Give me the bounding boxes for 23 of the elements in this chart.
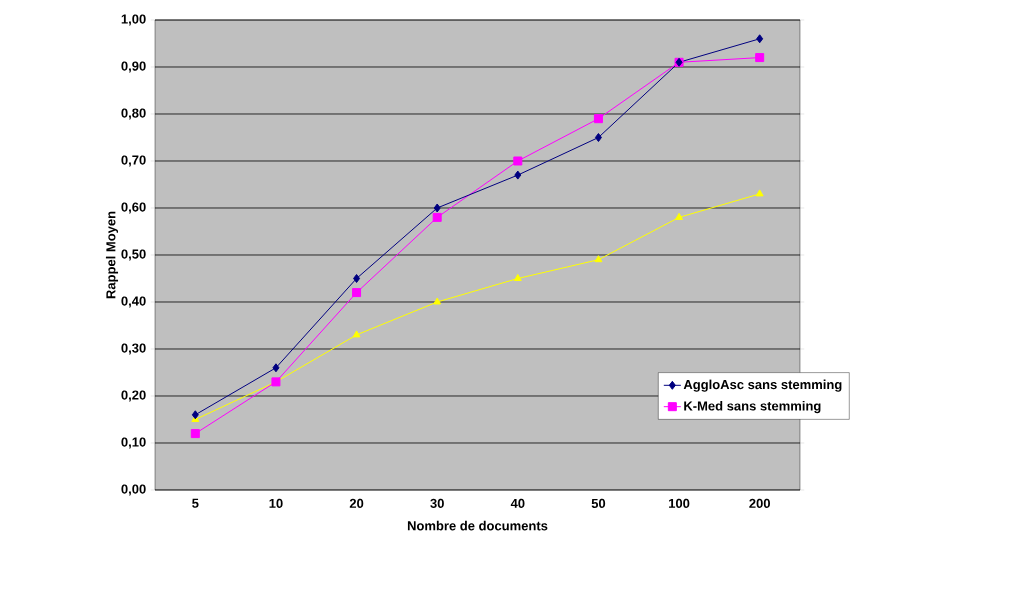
x-axis-title: Nombre de documents: [407, 520, 548, 531]
y-tick-label: 0,20: [121, 390, 146, 402]
y-tick-label: 0,30: [121, 343, 146, 355]
y-tick-label: 0,90: [121, 61, 146, 73]
legend-label: K-Med sans stemming: [684, 400, 821, 414]
x-tick-label: 100: [669, 498, 690, 508]
y-tick-label: 0,00: [121, 484, 146, 496]
legend-label: AggloAsc sans stemming: [683, 379, 842, 392]
x-tick-label: 5: [192, 498, 199, 508]
y-tick-label: 0,80: [121, 108, 146, 120]
x-tick-label: 10: [269, 498, 283, 508]
x-tick-label: 200: [749, 498, 770, 508]
y-tick-label: 0,70: [121, 155, 146, 167]
x-tick-label: 20: [349, 498, 364, 508]
x-tick-label: 50: [591, 498, 606, 508]
x-tick-label: 40: [510, 498, 525, 508]
y-tick-label: 0,60: [121, 202, 146, 214]
x-tick-label: 30: [430, 498, 444, 508]
y-tick-label: 1,00: [121, 14, 146, 26]
y-tick-label: 0,40: [121, 296, 146, 308]
y-axis-title: Rappel Moyen: [105, 211, 119, 299]
y-tick-label: 0,50: [121, 249, 146, 261]
y-tick-label: 0,10: [121, 437, 146, 449]
